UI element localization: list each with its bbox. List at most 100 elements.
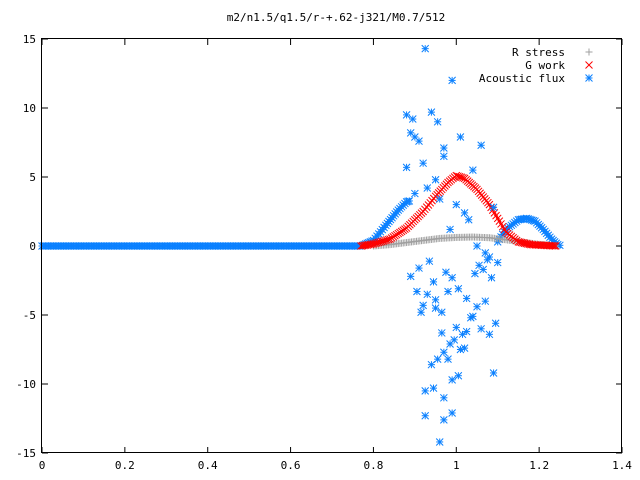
plot-frame [41, 38, 622, 453]
g-work-point [364, 240, 373, 249]
acoustic-flux-point [448, 76, 456, 85]
acoustic-flux-point [427, 360, 436, 369]
x-tick-label: 0.4 [198, 459, 218, 472]
g-work-point [522, 239, 531, 248]
g-work-point [358, 241, 367, 250]
acoustic-flux-point [448, 409, 456, 417]
axis-ticks: 0 0.2 0.4 0.6 0.8 1 1.2 1.4 15 10 5 0 -5 -10 -15 [16, 33, 632, 472]
g-work-point [551, 242, 560, 250]
g-work-point [368, 240, 376, 249]
acoustic-flux-point [433, 355, 442, 364]
acoustic-flux-point [444, 287, 452, 296]
g-work-point [550, 242, 559, 250]
acoustic-flux-point [437, 308, 446, 317]
acoustic-flux-point [405, 197, 414, 205]
g-work-point [363, 241, 372, 249]
acoustic-flux-point [413, 287, 421, 296]
acoustic-flux-point [421, 411, 430, 420]
g-work-point [519, 239, 527, 247]
acoustic-flux-point [456, 345, 465, 354]
acoustic-flux-point [419, 159, 427, 168]
acoustic-flux-point [429, 278, 438, 286]
x-tick-label: 0.2 [115, 459, 135, 472]
legend-marker [585, 48, 593, 56]
legend-label: G work [525, 59, 565, 72]
g-work-point [516, 238, 524, 247]
acoustic-flux-point [456, 133, 465, 141]
acoustic-flux-point [442, 268, 450, 277]
g-work-point [514, 238, 523, 246]
acoustic-flux-point [481, 249, 490, 257]
acoustic-flux-point [481, 297, 490, 306]
x-tick-label: 1 [453, 459, 460, 472]
acoustic-flux-point [440, 144, 448, 152]
acoustic-flux-point [477, 324, 485, 333]
data-marks [38, 44, 564, 446]
legend-marker [585, 61, 593, 69]
acoustic-flux-point [417, 308, 425, 317]
acoustic-flux-point [415, 137, 423, 145]
acoustic-flux-point [473, 242, 481, 250]
y-tick-label: 15 [23, 33, 36, 46]
acoustic-flux-point [446, 225, 454, 234]
acoustic-flux-point [425, 257, 434, 266]
acoustic-flux-point [431, 304, 440, 312]
acoustic-flux-point [454, 371, 463, 380]
acoustic-flux-point [464, 215, 473, 224]
acoustic-flux-point [421, 44, 430, 53]
acoustic-flux-point [477, 141, 485, 150]
acoustic-flux-point [452, 323, 461, 332]
legend-marker [585, 74, 593, 82]
acoustic-flux-point [440, 348, 448, 357]
acoustic-flux-point [471, 269, 479, 278]
acoustic-flux-point [423, 290, 432, 299]
acoustic-flux-point [460, 344, 469, 352]
acoustic-flux-point [423, 184, 432, 192]
acoustic-flux-point [435, 438, 444, 446]
y-tick-label: 5 [29, 171, 36, 184]
g-work-point [520, 239, 529, 248]
acoustic-flux-point [408, 115, 417, 123]
acoustic-flux-point [440, 393, 448, 402]
acoustic-flux-point [419, 301, 427, 310]
acoustic-flux-point [433, 117, 442, 126]
acoustic-flux-point [421, 387, 430, 395]
acoustic-flux-point [452, 200, 461, 209]
acoustic-flux-point [469, 312, 477, 321]
acoustic-flux-point [462, 294, 471, 303]
y-tick-label: 10 [23, 102, 36, 115]
g-work-point [523, 240, 532, 248]
acoustic-flux-point [431, 175, 440, 184]
acoustic-flux-point [489, 369, 498, 377]
acoustic-flux-point [454, 284, 463, 293]
y-tick-label: 0 [29, 240, 36, 253]
acoustic-flux-point [460, 209, 469, 217]
acoustic-flux-point [415, 264, 423, 272]
acoustic-flux-point [479, 265, 488, 274]
acoustic-flux-point [448, 273, 456, 282]
acoustic-flux-point [427, 108, 436, 116]
y-tick-label: -5 [23, 309, 36, 322]
acoustic-flux-point [431, 295, 440, 304]
x-tick-label: 0 [39, 459, 46, 472]
g-work-point [357, 242, 365, 250]
acoustic-flux-point [485, 330, 494, 339]
legend-label: Acoustic flux [479, 72, 565, 85]
acoustic-flux-point [402, 163, 411, 172]
acoustic-flux-point [448, 376, 456, 384]
x-tick-label: 0.6 [281, 459, 301, 472]
legend-label: R stress [512, 46, 565, 59]
acoustic-flux-point [406, 272, 415, 281]
acoustic-flux-point [489, 203, 498, 212]
chart-title: m2/n1.5/q1.5/r-+.62-j321/M0.7/512 [227, 11, 446, 24]
y-tick-label: -10 [16, 378, 36, 391]
g-work-point [361, 241, 370, 250]
x-tick-label: 0.8 [363, 459, 383, 472]
acoustic-flux-point [440, 416, 448, 424]
acoustic-flux-point [429, 384, 438, 392]
g-work-point [517, 238, 526, 247]
acoustic-flux-point [450, 335, 459, 344]
x-tick-label: 1.4 [612, 459, 632, 472]
